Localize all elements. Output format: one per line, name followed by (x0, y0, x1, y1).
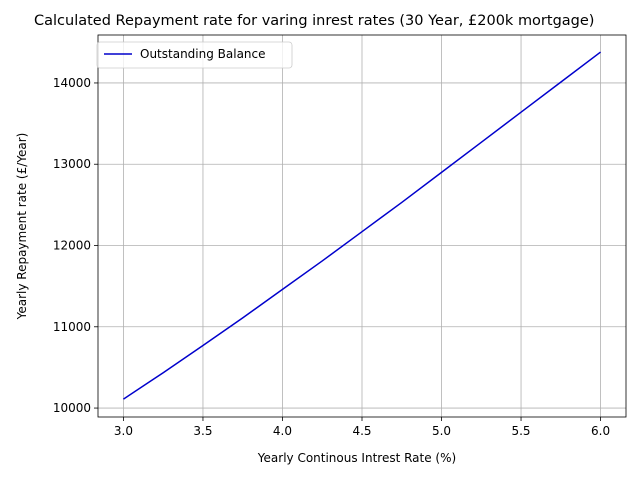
grid-lines (98, 35, 626, 417)
x-tick-label: 6.0 (591, 424, 610, 438)
series-line (123, 51, 602, 400)
x-tick-label: 3.5 (193, 424, 212, 438)
y-axis-label: Yearly Repayment rate (£/Year) (15, 133, 29, 321)
chart-title: Calculated Repayment rate for varing inr… (34, 13, 594, 29)
legend: Outstanding Balance (96, 41, 293, 69)
legend-label: Outstanding Balance (140, 47, 266, 61)
x-tick-label: 5.0 (432, 424, 451, 438)
legend-box (96, 41, 293, 69)
x-tick-label: 4.5 (352, 424, 371, 438)
y-tick-label: 14000 (53, 76, 91, 90)
x-tick-label: 3.0 (114, 424, 133, 438)
series-lines (123, 51, 602, 400)
y-tick-label: 12000 (53, 239, 91, 253)
y-axis-ticks: 10000 11000 12000 13000 14000 (53, 76, 98, 415)
x-tick-label: 5.5 (511, 424, 530, 438)
y-tick-label: 13000 (53, 157, 91, 171)
x-axis-ticks: 3.0 3.5 4.0 4.5 5.0 5.5 6.0 (114, 417, 610, 438)
y-tick-label: 10000 (53, 401, 91, 415)
x-tick-label: 4.0 (273, 424, 292, 438)
y-tick-label: 11000 (53, 320, 91, 334)
x-axis-label: Yearly Continous Intrest Rate (%) (257, 451, 456, 465)
